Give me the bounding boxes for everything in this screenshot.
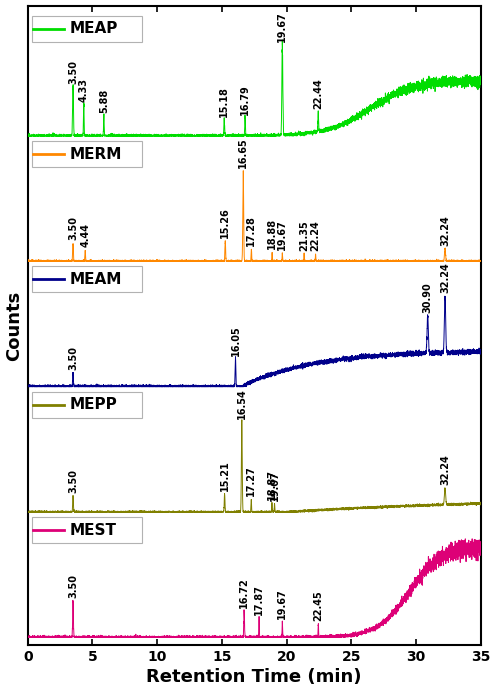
Text: 16.79: 16.79 bbox=[240, 84, 250, 115]
Text: 22.45: 22.45 bbox=[313, 590, 323, 621]
Text: 18.87: 18.87 bbox=[267, 469, 277, 500]
Text: 3.50: 3.50 bbox=[68, 346, 78, 370]
Text: 18.88: 18.88 bbox=[267, 218, 277, 249]
Text: MEAP: MEAP bbox=[69, 21, 118, 36]
Text: 17.27: 17.27 bbox=[246, 466, 256, 496]
FancyBboxPatch shape bbox=[32, 16, 142, 42]
Text: 15.21: 15.21 bbox=[220, 460, 230, 491]
Text: 19.67: 19.67 bbox=[277, 219, 287, 250]
Text: MEAM: MEAM bbox=[69, 272, 122, 287]
Text: 3.50: 3.50 bbox=[68, 60, 78, 84]
FancyBboxPatch shape bbox=[32, 392, 142, 418]
Text: 4.44: 4.44 bbox=[80, 224, 90, 248]
Text: 4.33: 4.33 bbox=[79, 78, 89, 102]
Text: 22.24: 22.24 bbox=[310, 220, 320, 251]
Text: 19.67: 19.67 bbox=[277, 12, 287, 42]
Text: 3.50: 3.50 bbox=[68, 216, 78, 240]
Text: 5.88: 5.88 bbox=[99, 89, 109, 113]
Text: 16.72: 16.72 bbox=[239, 577, 249, 608]
Text: 15.26: 15.26 bbox=[220, 208, 230, 238]
Text: 30.90: 30.90 bbox=[423, 282, 433, 313]
FancyBboxPatch shape bbox=[32, 266, 142, 293]
Text: MEST: MEST bbox=[69, 522, 116, 538]
FancyBboxPatch shape bbox=[32, 141, 142, 167]
Text: 21.35: 21.35 bbox=[299, 220, 309, 251]
X-axis label: Retention Time (min): Retention Time (min) bbox=[146, 668, 362, 686]
Text: 17.87: 17.87 bbox=[254, 584, 264, 615]
FancyBboxPatch shape bbox=[32, 517, 142, 543]
Text: 19.67: 19.67 bbox=[277, 588, 287, 619]
Text: 17.28: 17.28 bbox=[247, 215, 256, 246]
Text: 19.07: 19.07 bbox=[269, 470, 280, 501]
Text: MEPP: MEPP bbox=[69, 397, 117, 412]
Text: 32.24: 32.24 bbox=[440, 455, 450, 485]
Text: 32.24: 32.24 bbox=[440, 215, 450, 246]
Text: 16.65: 16.65 bbox=[238, 137, 248, 167]
Text: 16.05: 16.05 bbox=[231, 325, 241, 356]
Text: 22.44: 22.44 bbox=[313, 78, 323, 109]
Text: 16.54: 16.54 bbox=[237, 388, 247, 419]
Y-axis label: Counts: Counts bbox=[5, 291, 23, 361]
Text: 3.50: 3.50 bbox=[68, 468, 78, 493]
Text: 3.50: 3.50 bbox=[68, 574, 78, 598]
Text: 32.24: 32.24 bbox=[440, 263, 450, 293]
Text: 15.18: 15.18 bbox=[219, 86, 229, 117]
Text: MERM: MERM bbox=[69, 147, 122, 161]
